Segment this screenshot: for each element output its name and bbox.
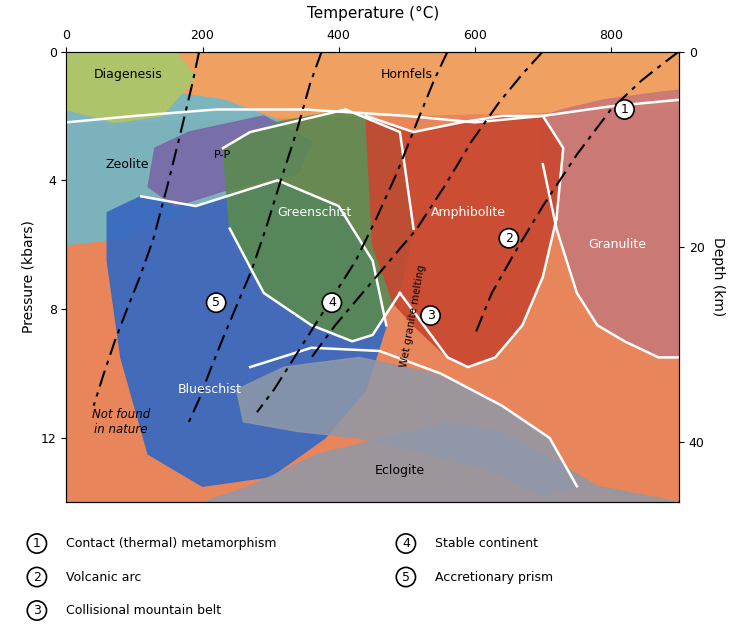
- Text: 5: 5: [212, 296, 220, 309]
- Text: Volcanic arc: Volcanic arc: [66, 571, 142, 583]
- Text: 4: 4: [402, 537, 410, 550]
- Text: Diagenesis: Diagenesis: [93, 68, 162, 80]
- Polygon shape: [237, 357, 577, 496]
- Text: Wet granite melting: Wet granite melting: [399, 263, 427, 368]
- Text: P-P: P-P: [214, 149, 232, 160]
- Polygon shape: [66, 90, 298, 245]
- Text: 3: 3: [427, 309, 435, 322]
- Polygon shape: [543, 90, 679, 357]
- Text: Stable continent: Stable continent: [435, 537, 539, 550]
- Y-axis label: Depth (km): Depth (km): [711, 237, 725, 317]
- Polygon shape: [107, 180, 386, 486]
- Text: Accretionary prism: Accretionary prism: [435, 571, 554, 583]
- Polygon shape: [66, 52, 679, 502]
- Text: Hornfels: Hornfels: [381, 68, 432, 80]
- Text: 1: 1: [621, 103, 629, 116]
- X-axis label: Temperature (°C): Temperature (°C): [306, 6, 439, 21]
- Text: Contact (thermal) metamorphism: Contact (thermal) metamorphism: [66, 537, 277, 550]
- Y-axis label: Pressure (kbars): Pressure (kbars): [21, 220, 35, 334]
- Polygon shape: [366, 116, 563, 367]
- Text: Granulite: Granulite: [589, 238, 646, 251]
- Text: Zeolite: Zeolite: [106, 158, 149, 171]
- Polygon shape: [66, 52, 679, 122]
- Text: Not found
in nature: Not found in nature: [92, 408, 150, 436]
- Text: Eclogite: Eclogite: [375, 464, 425, 477]
- Text: 1: 1: [33, 537, 41, 550]
- Text: Greenschist: Greenschist: [277, 206, 352, 219]
- Text: Amphibolite: Amphibolite: [430, 206, 506, 219]
- Text: Collisional mountain belt: Collisional mountain belt: [66, 604, 221, 617]
- Polygon shape: [66, 52, 196, 122]
- Polygon shape: [148, 116, 311, 206]
- Polygon shape: [223, 109, 413, 341]
- Text: 3: 3: [33, 604, 41, 617]
- Text: 2: 2: [33, 571, 41, 583]
- Polygon shape: [202, 422, 679, 502]
- Text: 4: 4: [328, 296, 336, 309]
- Text: 5: 5: [402, 571, 410, 583]
- Text: 2: 2: [505, 232, 513, 245]
- Text: Blueschist: Blueschist: [177, 383, 241, 396]
